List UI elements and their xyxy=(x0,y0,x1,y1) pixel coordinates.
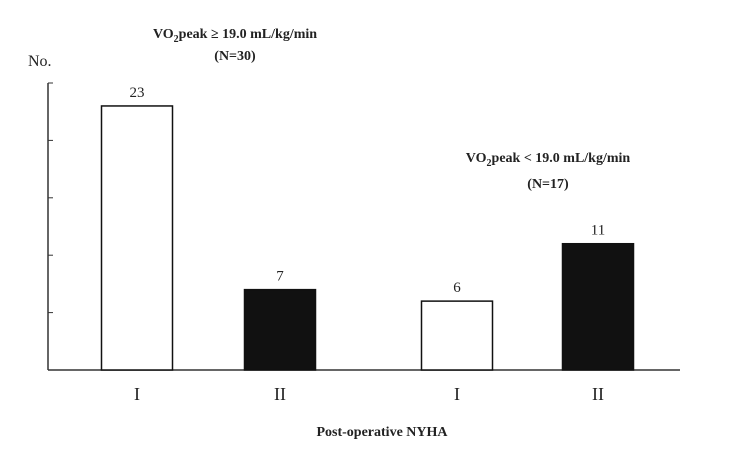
group-2-title: VO2peak < 19.0 mL/kg/min (N=17) xyxy=(466,151,631,192)
x-axis-label: Post-operative NYHA xyxy=(316,425,448,440)
bar-group2-I xyxy=(420,300,494,371)
bar-group1-I xyxy=(100,105,174,371)
group-1-n-label: (N=30) xyxy=(214,49,256,64)
group-2-title-subscript: 2 xyxy=(487,158,492,169)
group-1-title-line: VO2peak ≥ 19.0 mL/kg/min xyxy=(153,27,317,45)
group-2-title-prefix: VO xyxy=(466,151,487,166)
group-1-title-subscript: 2 xyxy=(174,34,179,45)
group-1-title-rest: peak ≥ 19.0 mL/kg/min xyxy=(179,27,318,42)
x-tick-label-group2-I: I xyxy=(454,384,460,404)
x-tick-label-group1-I: I xyxy=(134,384,140,404)
bar-group2-II xyxy=(561,242,635,371)
group-1-title: VO2peak ≥ 19.0 mL/kg/min (N=30) xyxy=(153,27,317,64)
y-axis-label: No. xyxy=(28,53,52,70)
group-1-title-prefix: VO xyxy=(153,27,174,42)
bar-value-label-group2-I: 6 xyxy=(453,280,461,296)
x-tick-label-group2-II: II xyxy=(592,384,604,404)
bar-value-label-group1-I: 23 xyxy=(130,85,145,101)
bar-value-label-group1-II: 7 xyxy=(276,269,284,285)
group-2-title-line: VO2peak < 19.0 mL/kg/min xyxy=(466,151,631,169)
x-tick-label-group1-II: II xyxy=(274,384,286,404)
bar-group1-II xyxy=(243,288,317,371)
plot-area: 23 I 7 II 6 I 11 II xyxy=(47,82,680,404)
bar-value-label-group2-II: 11 xyxy=(591,223,605,239)
group-2-n-label: (N=17) xyxy=(527,177,569,192)
group-2-title-rest: peak < 19.0 mL/kg/min xyxy=(492,151,631,166)
